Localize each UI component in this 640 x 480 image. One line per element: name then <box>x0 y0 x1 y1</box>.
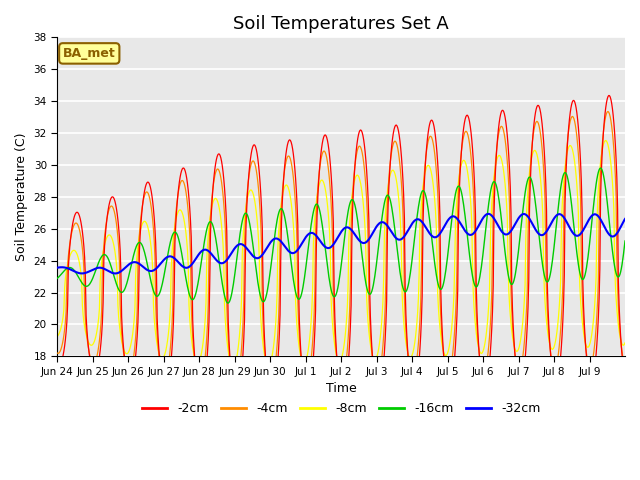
Title: Soil Temperatures Set A: Soil Temperatures Set A <box>233 15 449 33</box>
Legend: -2cm, -4cm, -8cm, -16cm, -32cm: -2cm, -4cm, -8cm, -16cm, -32cm <box>137 397 545 420</box>
Text: BA_met: BA_met <box>63 47 116 60</box>
Y-axis label: Soil Temperature (C): Soil Temperature (C) <box>15 132 28 261</box>
X-axis label: Time: Time <box>326 382 356 396</box>
